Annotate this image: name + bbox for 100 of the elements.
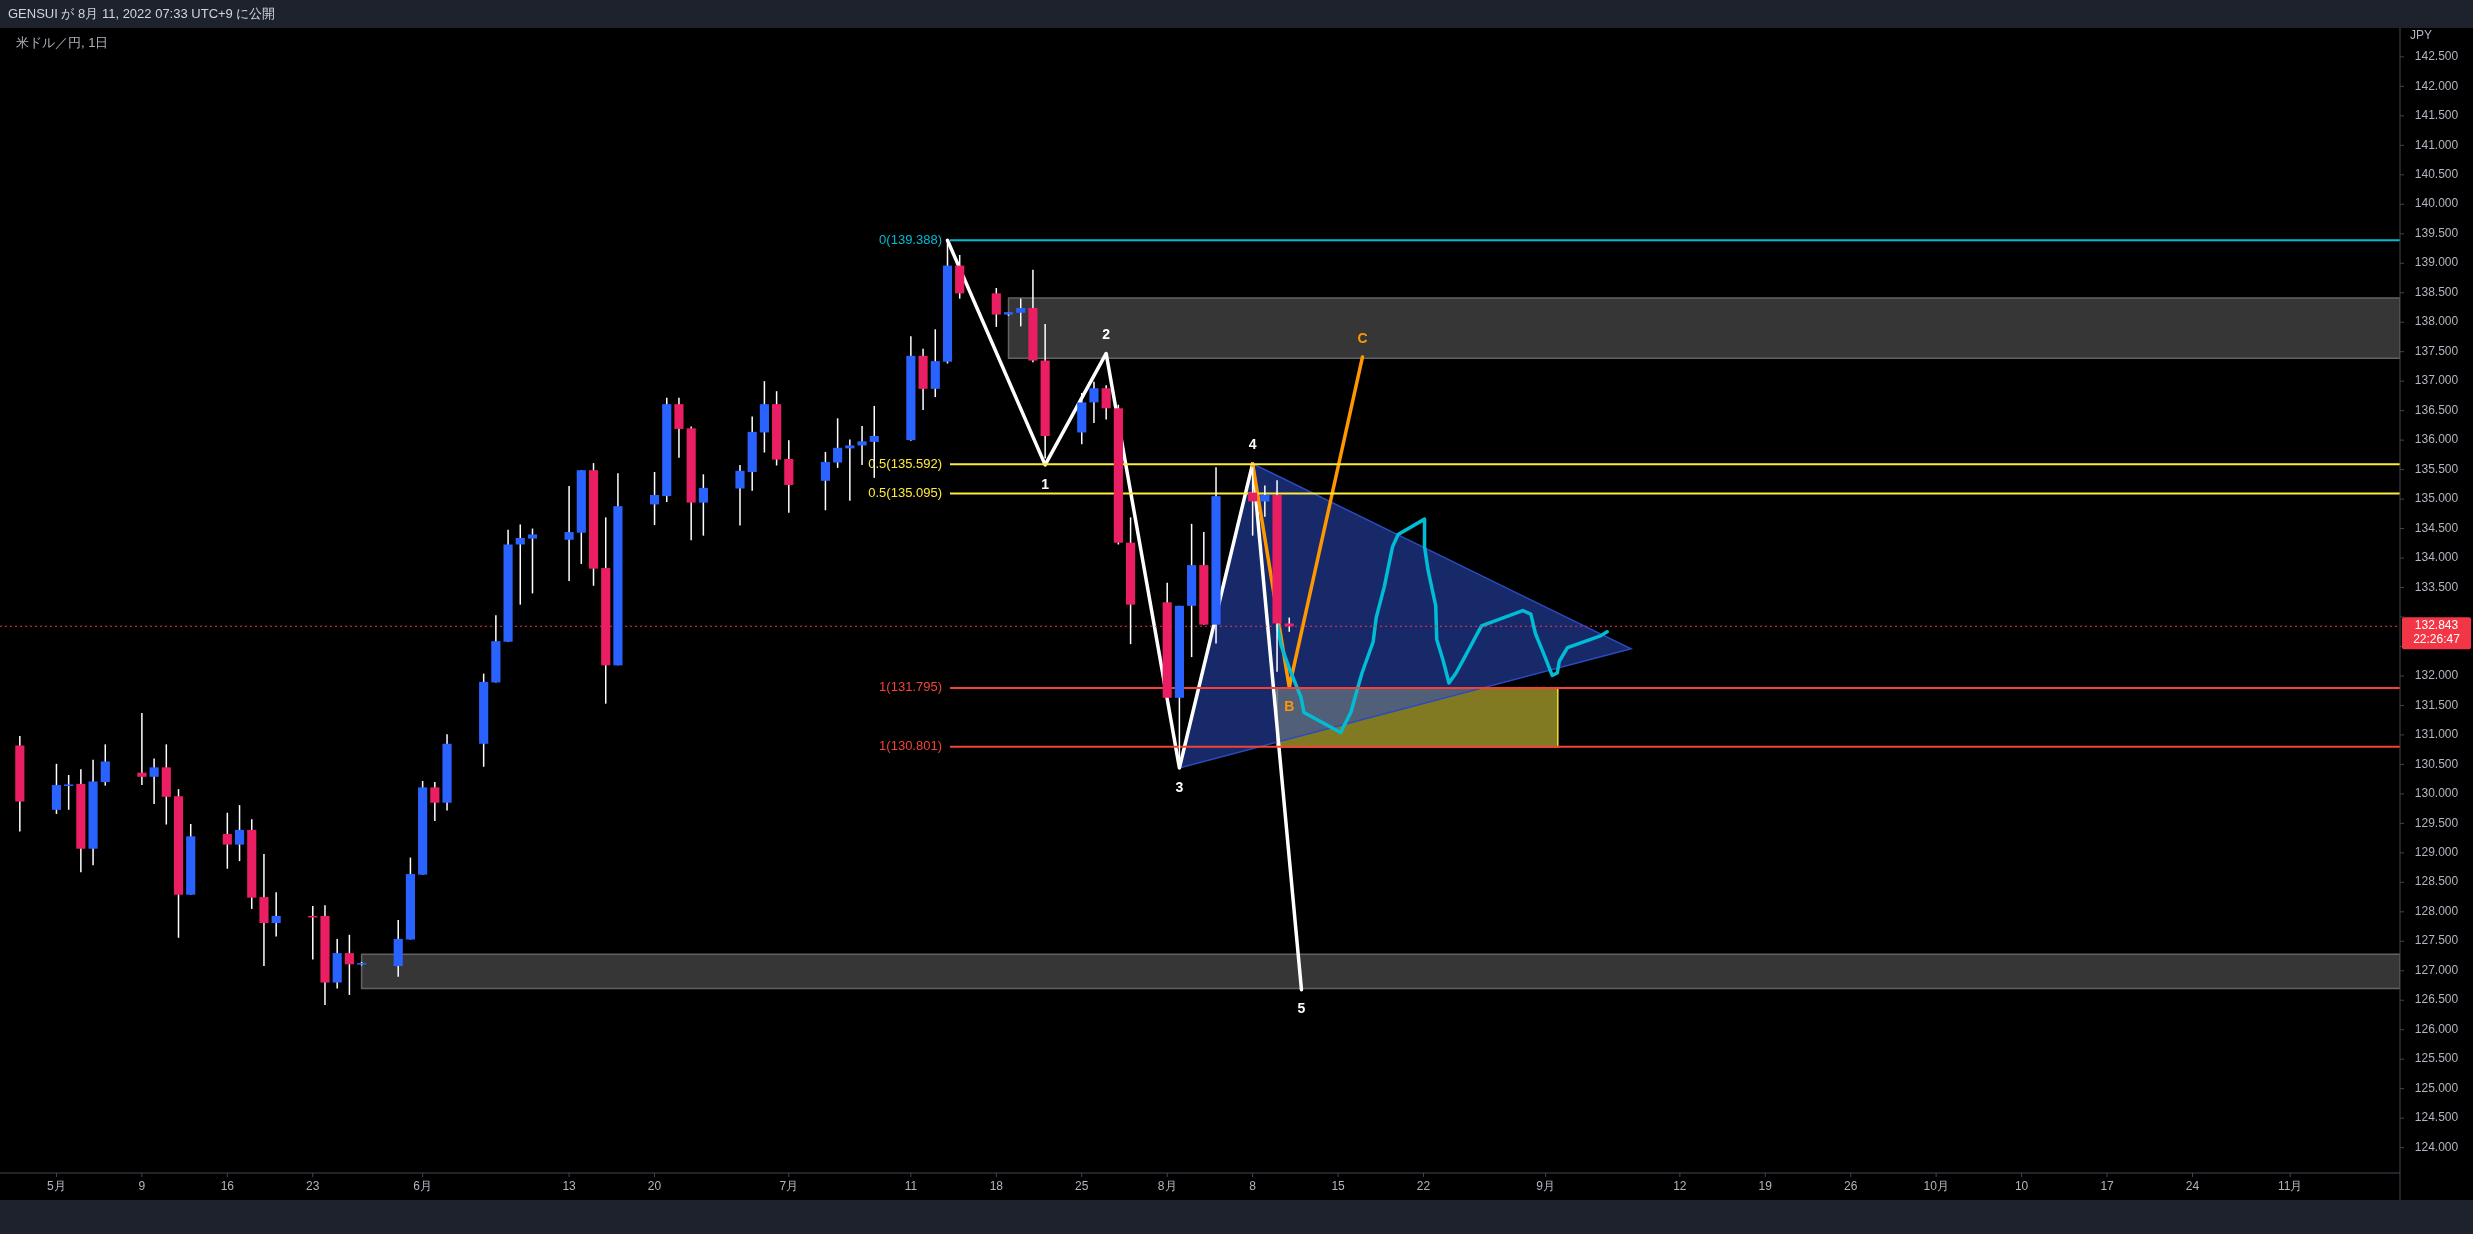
y-tick-label: 139.500 [2414, 225, 2459, 240]
candlestick [137, 712, 147, 786]
candlestick [857, 425, 867, 466]
y-tick-label: 125.000 [2414, 1080, 2459, 1095]
y-axis-title: JPY [2410, 28, 2433, 43]
candlestick [1101, 384, 1111, 421]
y-tick-label: 136.000 [2414, 432, 2459, 447]
x-tick-label: 22 [1416, 1179, 1431, 1194]
ref-line-label: 132.843 22:26:47 [2413, 618, 2461, 647]
y-tick-label: 134.500 [2414, 520, 2459, 535]
x-tick-label: 19 [1758, 1179, 1773, 1194]
y-tick-label: 125.500 [2414, 1051, 2459, 1066]
x-tick-label: 16 [220, 1179, 235, 1194]
x-tick-label: 12 [1673, 1179, 1687, 1194]
line-series [1275, 517, 1609, 735]
x-tick-label: 5月 [47, 1179, 66, 1194]
candlestick [234, 804, 245, 862]
candlestick [564, 485, 574, 582]
annotation: B [1284, 697, 1295, 714]
y-tick-label: 126.000 [2414, 1021, 2459, 1036]
candlestick [845, 438, 855, 502]
y-tick-label: 129.000 [2414, 845, 2459, 860]
y-tick-label: 128.000 [2414, 903, 2459, 918]
chart-subtitle: GENSUI が 8月 11, 2022 07:33 UTC+9 に公開 [8, 6, 276, 21]
annotation: 3 [1175, 778, 1184, 795]
annotation: 1 [1041, 475, 1050, 492]
y-tick-label: 142.500 [2414, 49, 2459, 64]
annotation: C [1357, 329, 1368, 346]
candlestick [820, 451, 831, 512]
x-tick-label: 25 [1075, 1179, 1089, 1194]
y-tick-label: 124.500 [2414, 1110, 2459, 1125]
y-tick-label: 124.000 [2414, 1139, 2459, 1154]
y-tick-label: 129.500 [2414, 815, 2459, 830]
candlestick [271, 891, 281, 938]
y-tick-label: 131.500 [2414, 697, 2459, 712]
x-tick-label: 9 [138, 1179, 146, 1194]
y-tick-label: 132.000 [2414, 668, 2459, 683]
candlestick [527, 527, 538, 595]
candlestick [64, 774, 74, 811]
y-tick-label: 141.500 [2414, 108, 2459, 123]
x-tick-label: 24 [2185, 1179, 2200, 1194]
y-tick-label: 138.000 [2414, 314, 2459, 329]
x-tick-label: 18 [989, 1179, 1004, 1194]
y-tick-label: 128.500 [2414, 874, 2459, 889]
x-tick-label: 26 [1844, 1179, 1858, 1194]
y-tick-label: 142.000 [2414, 78, 2459, 93]
annotation: 4 [1248, 436, 1257, 453]
y-tick-label: 135.000 [2414, 491, 2459, 506]
y-tick-label: 134.000 [2414, 550, 2459, 565]
y-tick-label: 137.500 [2414, 343, 2459, 358]
text: 米ドル／円, 1日 [16, 35, 109, 50]
candlestick [430, 781, 440, 822]
candlestick [698, 473, 708, 537]
candlestick [344, 934, 354, 996]
candlestick [515, 523, 525, 606]
y-tick-label: 127.500 [2414, 933, 2459, 948]
x-tick-label: 8月 [1157, 1179, 1177, 1194]
candlestick [833, 417, 843, 469]
x-tick-label: 17 [2100, 1179, 2115, 1194]
y-tick-label: 130.000 [2414, 786, 2459, 801]
y-tick-label: 141.000 [2414, 137, 2459, 152]
x-tick-label: 9月 [1536, 1179, 1555, 1194]
x-tick-label: 15 [1331, 1179, 1346, 1194]
y-tick-label: 130.500 [2414, 756, 2459, 771]
y-tick-label: 139.000 [2414, 255, 2459, 270]
x-tick-label: 23 [306, 1179, 320, 1194]
y-tick-label: 138.500 [2414, 284, 2459, 299]
x-tick-label: 13 [562, 1179, 577, 1194]
y-tick-label: 137.000 [2414, 373, 2459, 388]
candlestick [149, 757, 159, 805]
candlestick [1016, 297, 1026, 328]
y-tick-label: 127.000 [2414, 962, 2459, 977]
annotation: 2 [1102, 326, 1111, 343]
x-tick-label: 10 [2014, 1179, 2029, 1194]
ref-line-label: 1(131.795) [879, 679, 942, 695]
y-tick-label: 135.500 [2414, 461, 2459, 476]
y-tick-label: 140.000 [2414, 196, 2459, 211]
y-tick-label: 136.500 [2414, 402, 2459, 417]
annotation: 5 [1297, 1000, 1306, 1017]
candlestick [991, 287, 1001, 328]
candlestick [1260, 484, 1270, 518]
candlestick [222, 812, 232, 870]
ref-line-label: 0.5(135.095) [868, 484, 942, 500]
x-tick-label: 10月 [1923, 1179, 1949, 1194]
y-tick-label: 133.500 [2414, 579, 2459, 594]
x-tick-label: 11月 [2277, 1179, 2303, 1194]
x-tick-label: 8 [1249, 1179, 1257, 1194]
candlestick [735, 464, 745, 527]
x-tick-label: 7月 [779, 1179, 799, 1194]
x-tick-label: 11 [904, 1179, 918, 1194]
y-tick-label: 131.000 [2414, 727, 2459, 742]
ref-line-label: 0(139.388) [879, 231, 942, 247]
y-tick-label: 126.500 [2414, 992, 2459, 1007]
y-tick-label: 140.500 [2414, 166, 2459, 181]
candlestick [1089, 381, 1099, 424]
x-tick-label: 20 [647, 1179, 662, 1194]
candlestick [649, 471, 660, 526]
ref-line-label: 1(130.801) [879, 738, 942, 754]
x-tick-label: 6月 [413, 1179, 432, 1194]
candlestick [100, 743, 110, 787]
